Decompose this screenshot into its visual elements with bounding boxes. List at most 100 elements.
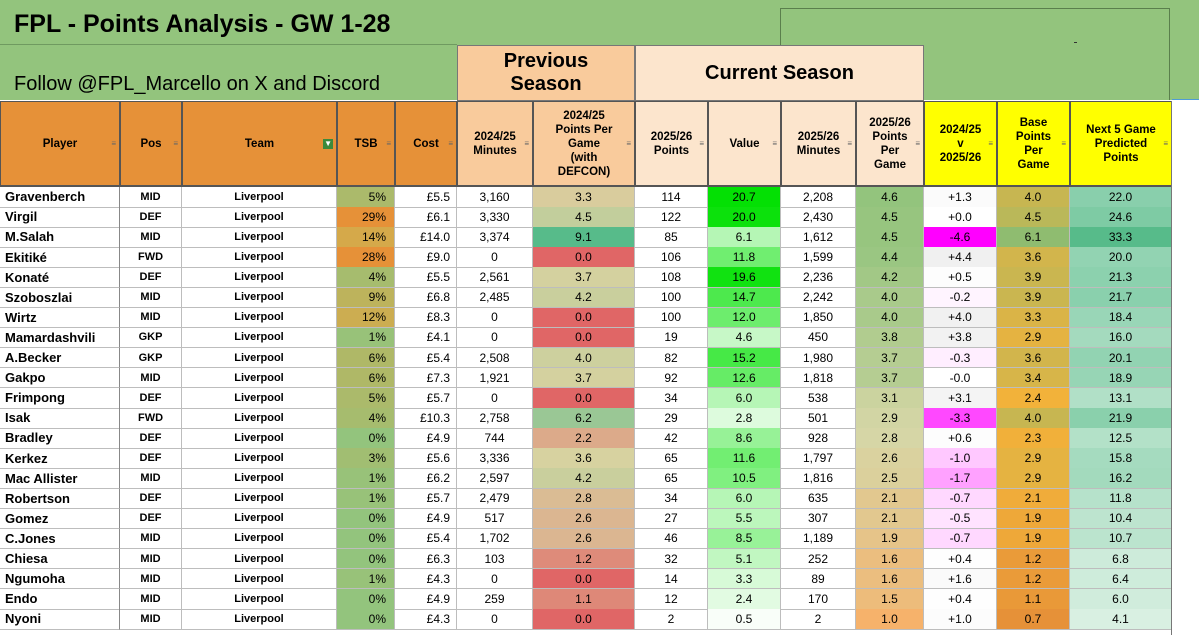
cell-diff[interactable]: -0.7 — [924, 488, 997, 510]
cell-next5[interactable]: 15.8 — [1070, 448, 1172, 469]
cell-cost[interactable]: £4.9 — [395, 508, 457, 530]
cell-cost[interactable]: £4.3 — [395, 609, 457, 630]
cell-tsb[interactable]: 1% — [337, 488, 395, 510]
cell-pts25[interactable]: 2 — [635, 609, 708, 630]
cell-diff[interactable]: +4.4 — [924, 247, 997, 268]
cell-min24[interactable]: 3,374 — [457, 227, 533, 248]
cell-pos[interactable]: MID — [120, 589, 182, 610]
cell-next5[interactable]: 6.0 — [1070, 589, 1172, 610]
cell-min25[interactable]: 2,236 — [781, 267, 856, 288]
cell-next5[interactable]: 18.9 — [1070, 367, 1172, 389]
cell-diff[interactable]: -0.5 — [924, 508, 997, 530]
cell-diff[interactable]: +0.4 — [924, 548, 997, 570]
cell-next5[interactable]: 24.6 — [1070, 207, 1172, 228]
cell-tsb[interactable]: 4% — [337, 408, 395, 429]
cell-next5[interactable]: 21.9 — [1070, 408, 1172, 429]
cell-ppg24[interactable]: 0.0 — [533, 609, 635, 630]
cell-player[interactable]: C.Jones — [0, 528, 120, 550]
cell-value[interactable]: 12.6 — [708, 367, 781, 389]
cell-cost[interactable]: £6.3 — [395, 548, 457, 570]
cell-value[interactable]: 3.3 — [708, 568, 781, 590]
cell-pos[interactable]: MID — [120, 528, 182, 550]
cell-value[interactable]: 6.0 — [708, 488, 781, 510]
cell-cost[interactable]: £4.3 — [395, 568, 457, 590]
cell-base[interactable]: 4.0 — [997, 187, 1070, 208]
filter-arrow-icon[interactable]: ≡ — [1061, 138, 1066, 148]
cell-cost[interactable]: £14.0 — [395, 227, 457, 248]
cell-player[interactable]: A.Becker — [0, 347, 120, 369]
cell-player[interactable]: Ngumoha — [0, 568, 120, 590]
cell-tsb[interactable]: 12% — [337, 307, 395, 329]
cell-ppg24[interactable]: 0.0 — [533, 568, 635, 590]
cell-pts25[interactable]: 32 — [635, 548, 708, 570]
cell-min24[interactable]: 259 — [457, 589, 533, 610]
cell-value[interactable]: 5.5 — [708, 508, 781, 530]
cell-pts25[interactable]: 82 — [635, 347, 708, 369]
cell-min24[interactable]: 517 — [457, 508, 533, 530]
cell-player[interactable]: Robertson — [0, 488, 120, 510]
column-header-team[interactable]: Team ▼ — [182, 101, 337, 186]
cell-ppg25[interactable]: 4.0 — [856, 287, 924, 309]
cell-base[interactable]: 2.3 — [997, 428, 1070, 449]
cell-base[interactable]: 2.9 — [997, 327, 1070, 349]
cell-min25[interactable]: 170 — [781, 589, 856, 610]
cell-cost[interactable]: £5.6 — [395, 448, 457, 469]
cell-cost[interactable]: £4.9 — [395, 589, 457, 610]
cell-pts25[interactable]: 46 — [635, 528, 708, 550]
cell-pts25[interactable]: 34 — [635, 488, 708, 510]
column-header-tsb[interactable]: TSB ≡ — [337, 101, 395, 186]
column-header-diff[interactable]: 2024/25 v 2025/26 ≡ — [924, 101, 997, 186]
cell-pts25[interactable]: 14 — [635, 568, 708, 590]
cell-team[interactable]: Liverpool — [182, 187, 337, 208]
filter-arrow-icon[interactable]: ≡ — [111, 138, 116, 148]
cell-ppg25[interactable]: 2.5 — [856, 468, 924, 489]
cell-pos[interactable]: MID — [120, 468, 182, 489]
cell-ppg25[interactable]: 3.8 — [856, 327, 924, 349]
cell-pts25[interactable]: 108 — [635, 267, 708, 288]
cell-next5[interactable]: 4.1 — [1070, 609, 1172, 630]
cell-team[interactable]: Liverpool — [182, 548, 337, 570]
cell-ppg24[interactable]: 2.8 — [533, 488, 635, 510]
cell-pos[interactable]: DEF — [120, 388, 182, 409]
filter-active-icon[interactable]: ▼ — [323, 138, 333, 149]
cell-value[interactable]: 6.1 — [708, 227, 781, 248]
cell-min24[interactable]: 0 — [457, 307, 533, 329]
cell-cost[interactable]: £9.0 — [395, 247, 457, 268]
cell-pts25[interactable]: 114 — [635, 187, 708, 208]
cell-diff[interactable]: +1.3 — [924, 187, 997, 208]
cell-cost[interactable]: £4.1 — [395, 327, 457, 349]
cell-value[interactable]: 12.0 — [708, 307, 781, 329]
cell-team[interactable]: Liverpool — [182, 568, 337, 590]
cell-diff[interactable]: -1.0 — [924, 448, 997, 469]
cell-player[interactable]: Szoboszlai — [0, 287, 120, 309]
cell-team[interactable]: Liverpool — [182, 207, 337, 228]
cell-player[interactable]: Chiesa — [0, 548, 120, 570]
cell-diff[interactable]: -4.6 — [924, 227, 997, 248]
cell-tsb[interactable]: 0% — [337, 508, 395, 530]
cell-player[interactable]: Mamardashvili — [0, 327, 120, 349]
cell-base[interactable]: 6.1 — [997, 227, 1070, 248]
cell-base[interactable]: 1.9 — [997, 508, 1070, 530]
cell-base[interactable]: 3.9 — [997, 267, 1070, 288]
cell-min24[interactable]: 1,702 — [457, 528, 533, 550]
cell-base[interactable]: 3.3 — [997, 307, 1070, 329]
cell-ppg24[interactable]: 9.1 — [533, 227, 635, 248]
cell-next5[interactable]: 21.7 — [1070, 287, 1172, 309]
cell-next5[interactable]: 33.3 — [1070, 227, 1172, 248]
filter-arrow-icon[interactable]: ≡ — [847, 138, 852, 148]
cell-base[interactable]: 3.4 — [997, 367, 1070, 389]
cell-pts25[interactable]: 65 — [635, 448, 708, 469]
cell-tsb[interactable]: 29% — [337, 207, 395, 228]
cell-value[interactable]: 19.6 — [708, 267, 781, 288]
cell-cost[interactable]: £5.5 — [395, 267, 457, 288]
cell-next5[interactable]: 22.0 — [1070, 187, 1172, 208]
filter-arrow-icon[interactable]: ≡ — [386, 138, 391, 148]
cell-diff[interactable]: -3.3 — [924, 408, 997, 429]
cell-next5[interactable]: 20.1 — [1070, 347, 1172, 369]
cell-min25[interactable]: 635 — [781, 488, 856, 510]
cell-cost[interactable]: £10.3 — [395, 408, 457, 429]
cell-pts25[interactable]: 65 — [635, 468, 708, 489]
cell-diff[interactable]: +0.0 — [924, 207, 997, 228]
cell-min24[interactable]: 3,336 — [457, 448, 533, 469]
cell-diff[interactable]: +1.0 — [924, 609, 997, 630]
